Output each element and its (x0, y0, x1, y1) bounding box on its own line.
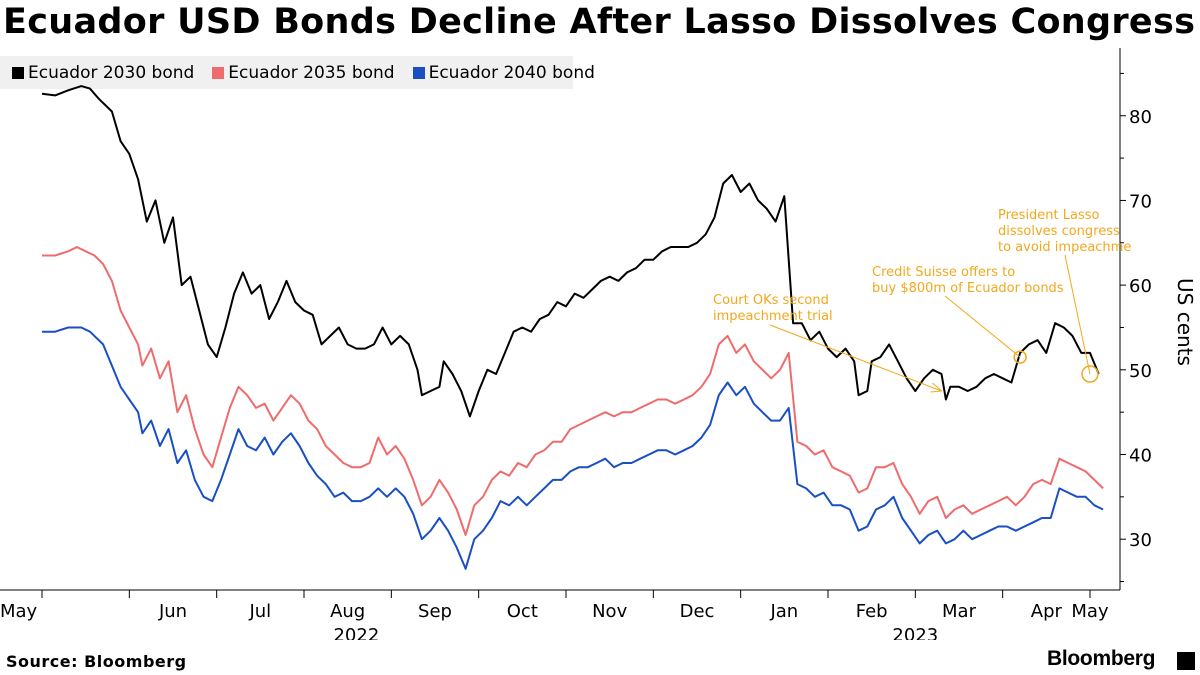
legend-item-2040: Ecuador 2040 bond (412, 62, 595, 83)
annotation-3-text-line-2: dissolves congress (998, 224, 1120, 239)
annotation-3-text-line-1: President Lasso (998, 208, 1100, 223)
annotation-1-arrowhead-icon (930, 382, 943, 393)
year-label-2022: 2022 (333, 625, 379, 640)
legend-item-2035: Ecuador 2035 bond (212, 62, 395, 83)
annotation-2-marker-icon (1013, 350, 1027, 364)
legend: Ecuador 2030 bond Ecuador 2035 bond Ecua… (0, 56, 595, 89)
y-axis-title: US cents (1173, 278, 1197, 366)
x-tick-label-feb: Feb (856, 601, 888, 622)
y-tick-label-40: 40 (1129, 446, 1152, 467)
x-tick-label-aug: Aug (330, 601, 365, 622)
annotation-3-leader (1064, 254, 1091, 375)
annotation-3-text-line-3: to avoid impeachme (998, 240, 1131, 255)
y-tick-label-60: 60 (1129, 276, 1152, 297)
annotation-3-marker-icon (1081, 365, 1099, 383)
legend-label-2040: Ecuador 2040 bond (428, 62, 595, 83)
y-tick-label-50: 50 (1129, 361, 1152, 382)
x-tick-label-jun: Jun (158, 601, 187, 622)
year-label-2023: 2023 (892, 625, 938, 640)
series-line-2040 (42, 326, 1104, 570)
series-line-2035 (42, 246, 1104, 536)
x-tick-label-dec: Dec (680, 601, 715, 622)
x-tick-label-nov: Nov (592, 601, 627, 622)
x-tick-label-may: May (0, 601, 38, 622)
x-tick-label-jan: Jan (769, 601, 798, 622)
bloomberg-logo-mark-icon (1177, 652, 1195, 670)
annotation-1-text-line-1: Court OKs second (713, 293, 829, 308)
annotation-2-text-line-2: buy $800m of Ecuador bonds (872, 281, 1064, 296)
annotation-1-leader (769, 324, 942, 392)
series-line-2030 (41, 85, 1100, 418)
chart-title: Ecuador USD Bonds Decline After Lasso Di… (3, 2, 1196, 42)
y-tick-label-70: 70 (1129, 191, 1152, 212)
annotation-1-text-line-2: impeachment trial (713, 309, 833, 324)
x-tick-label-jul: Jul (248, 601, 271, 622)
x-tick-label-sep: Sep (418, 601, 452, 622)
legend-item-2030: Ecuador 2030 bond (12, 63, 194, 83)
line-chart: 30 40 50 60 70 80 US cents May Jun Jul Aug Sep Oct No… (0, 48, 1197, 640)
x-tick-label-may: May (1071, 601, 1109, 622)
y-tick-label-30: 30 (1129, 530, 1152, 551)
legend-swatch-2040 (412, 66, 425, 79)
x-tick-label-apr: Apr (1031, 601, 1063, 622)
y-tick-label-80: 80 (1129, 107, 1152, 128)
legend-swatch-2035 (212, 66, 225, 79)
annotation-2-text-line-1: Credit Suisse offers to (872, 265, 1015, 280)
annotation-2-leader (944, 295, 1021, 358)
bloomberg-logo: Bloomberg (1047, 647, 1156, 670)
legend-label-2035: Ecuador 2035 bond (228, 62, 395, 83)
legend-label-2030: Ecuador 2030 bond (28, 62, 195, 83)
x-tick-label-mar: Mar (942, 601, 977, 622)
source-note: Source: Bloomberg (6, 652, 187, 671)
legend-swatch-2030 (12, 66, 24, 79)
x-tick-label-oct: Oct (507, 601, 538, 622)
